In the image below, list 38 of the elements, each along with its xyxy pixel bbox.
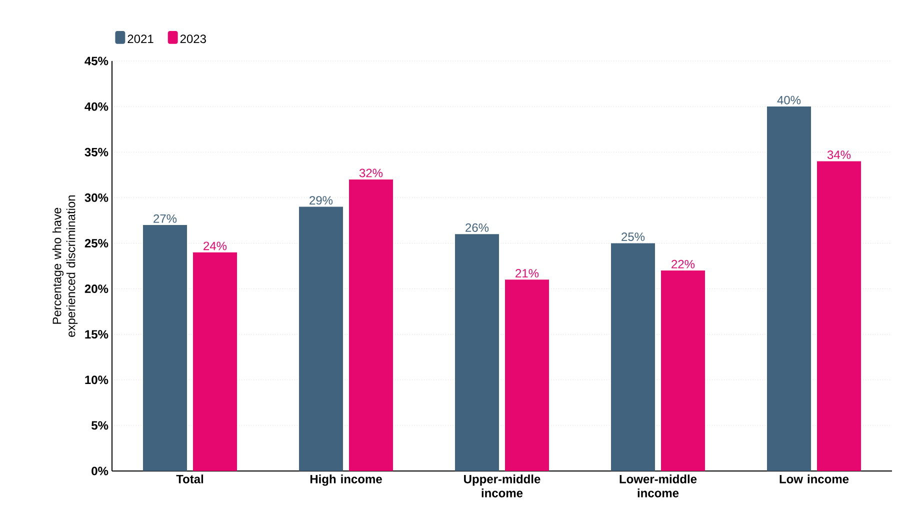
x-tick-label: Low income (780, 474, 849, 484)
x-tick-label: High income (310, 474, 382, 486)
y-axis-title: Percentage who have experienced discrimination (52, 195, 78, 337)
bar (193, 252, 238, 471)
data-label: 34% (827, 150, 851, 160)
bar (505, 280, 550, 471)
bar (611, 243, 656, 471)
bar (661, 270, 706, 471)
y-tick-label: 35% (84, 148, 108, 156)
y-tick-label: 45% (84, 56, 108, 66)
y-tick-label: 15% (85, 330, 108, 339)
bar (143, 225, 187, 471)
x-tick-label: Total (176, 474, 204, 484)
x-tick-label: Upper-middle income (464, 474, 540, 498)
y-tick-label: 10% (85, 376, 108, 384)
data-label: 40% (777, 96, 801, 104)
y-tick-label: 5% (92, 421, 108, 430)
bar (349, 179, 394, 471)
y-tick-label: 20% (84, 284, 108, 294)
y-tick-label: 0% (92, 466, 108, 476)
bar (817, 161, 862, 471)
bar (767, 106, 812, 471)
data-label: 29% (310, 196, 333, 205)
data-label: 22% (672, 260, 695, 268)
data-label: 27% (154, 214, 177, 223)
y-tick-label: 30% (84, 193, 108, 202)
y-tick-label: 25% (84, 238, 108, 248)
data-label: 26% (466, 223, 489, 232)
data-label: 21% (516, 269, 539, 278)
y-tick-label: 40% (84, 102, 108, 111)
x-tick-label: Lower-middle income (620, 474, 697, 498)
bar (455, 234, 500, 471)
legend-label: 2021 (128, 34, 154, 44)
bar (299, 206, 344, 471)
data-label: 32% (359, 168, 383, 178)
data-label: 25% (622, 232, 645, 242)
legend-label: 2023 (180, 34, 206, 44)
data-label: 24% (204, 242, 227, 250)
